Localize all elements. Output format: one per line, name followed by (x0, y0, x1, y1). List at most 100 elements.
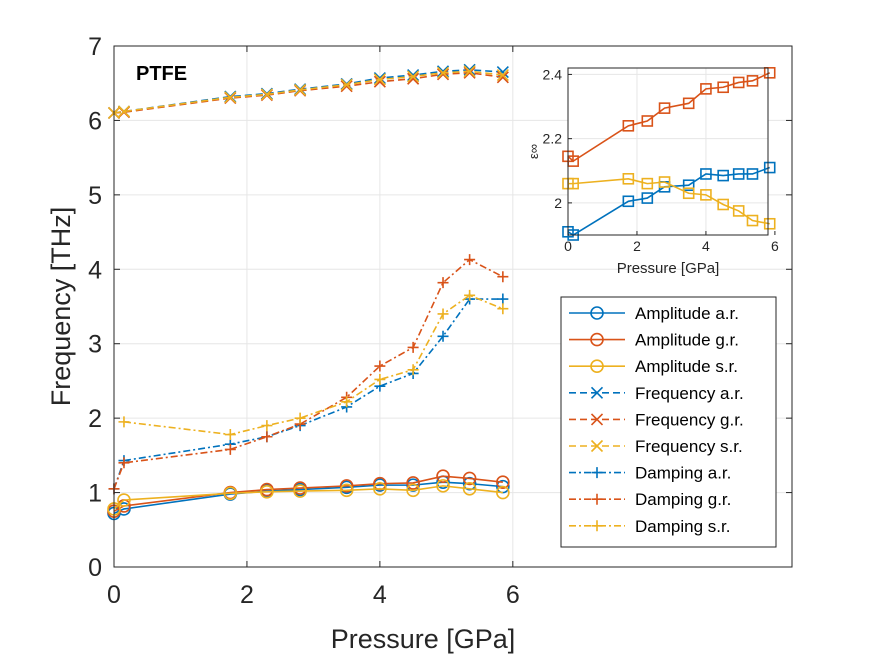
data-point (224, 443, 236, 455)
data-point (373, 75, 386, 88)
data-point (496, 65, 509, 79)
data-point (261, 420, 273, 432)
legend-label: Frequency s.r. (635, 437, 743, 456)
data-point (436, 469, 450, 483)
legend-label: Amplitude g.r. (635, 331, 739, 350)
inset-y-axis-label: ε∞ (526, 144, 541, 159)
inset-data-point (763, 217, 776, 230)
legend-marker (590, 306, 604, 320)
data-point (496, 68, 509, 82)
data-point (464, 289, 476, 301)
y-tick-label: 0 (88, 554, 102, 582)
legend-label: Frequency a.r. (635, 384, 744, 403)
inset-data-point (746, 168, 759, 180)
data-point (374, 373, 386, 385)
x-tick-label: 4 (373, 581, 387, 609)
data-point (260, 485, 274, 499)
data-point (497, 271, 509, 283)
y-tick-label: 1 (88, 480, 102, 508)
data-point (463, 66, 476, 79)
data-point (374, 360, 386, 372)
legend-box (560, 296, 777, 548)
legend: Amplitude a.r. Amplitude g.r. Amplitude s.… (560, 296, 777, 548)
data-point (436, 65, 450, 78)
inset-plot: 2 2.2 2.4 0 2 4 6 Pressure [GPa] ε∞ (526, 66, 779, 277)
series-line (113, 481, 503, 515)
inset-data-point (682, 179, 695, 192)
inset-data-point (622, 195, 635, 208)
inset-data-point (641, 115, 654, 127)
inset-data-point (717, 169, 729, 182)
inset-plot-area (568, 68, 768, 235)
inset-data-point (700, 83, 712, 95)
x-axis-label: Pressure [GPa] (331, 624, 516, 654)
data-point (118, 457, 130, 469)
data-point (260, 88, 273, 101)
data-point (496, 479, 510, 494)
y-axis-label: Frequency [THz] (46, 207, 76, 407)
y-tick-label: 3 (88, 331, 102, 359)
legend-marker (590, 386, 604, 399)
inset-x-tick-label: 6 (771, 238, 779, 254)
inset-series-s-r- (562, 172, 776, 230)
legend-label: Amplitude a.r. (635, 304, 739, 323)
series-line (113, 475, 503, 512)
inset-series-g-r- (562, 67, 776, 167)
inset-data-point (641, 192, 654, 204)
y-tick-label: 4 (88, 256, 102, 284)
legend-label: Damping a.r. (635, 464, 731, 483)
inset-data-point (717, 81, 729, 94)
data-point (261, 431, 273, 443)
data-point (118, 416, 130, 428)
data-point (462, 482, 477, 496)
data-point (224, 91, 237, 104)
inset-x-axis-label: Pressure [GPa] (617, 260, 720, 277)
inset-y-tick-label: 2.4 (543, 66, 563, 82)
data-point (341, 396, 353, 408)
data-point (407, 341, 419, 353)
series-damping-s-r- (118, 289, 509, 441)
legend-marker (590, 332, 604, 347)
inset-data-point (717, 198, 729, 211)
data-point (436, 66, 450, 79)
data-point (406, 483, 420, 498)
inset-data-point (622, 120, 635, 132)
inset-data-point (682, 187, 695, 200)
data-point (436, 68, 450, 81)
data-point (117, 105, 131, 118)
legend-marker (591, 520, 603, 532)
chart-title: PTFE (136, 63, 187, 85)
data-point (340, 78, 353, 91)
y-tick-label: 2 (88, 405, 102, 433)
data-point (293, 484, 307, 498)
legend-label: Amplitude s.r. (635, 357, 738, 376)
data-point (373, 73, 386, 86)
legend-marker (590, 413, 604, 426)
inset-data-point (700, 168, 712, 180)
data-point (339, 479, 354, 493)
inset-x-tick-label: 4 (702, 238, 710, 254)
inset-data-point (658, 102, 671, 114)
x-tick-label: 2 (240, 581, 254, 609)
data-point (117, 493, 131, 507)
legend-label: Damping g.r. (635, 490, 731, 509)
data-point (496, 71, 509, 84)
main-axes-box (113, 45, 793, 568)
data-point (436, 479, 450, 493)
data-point (406, 476, 420, 490)
inset-data-point (746, 214, 759, 227)
data-point (497, 303, 509, 315)
inset-x-tick-label: 2 (633, 238, 641, 254)
data-point (464, 254, 476, 266)
data-point (437, 277, 449, 289)
inset-data-point (682, 97, 695, 110)
series-line (113, 485, 503, 510)
inset-axes-box (567, 67, 769, 236)
data-point (437, 330, 449, 342)
legend-label: Damping s.r. (635, 517, 730, 536)
inset-data-point (658, 176, 671, 188)
data-point (497, 293, 509, 305)
inset-data-point (700, 189, 712, 201)
legend-marker (591, 467, 603, 479)
x-tick-label: 6 (506, 581, 520, 609)
